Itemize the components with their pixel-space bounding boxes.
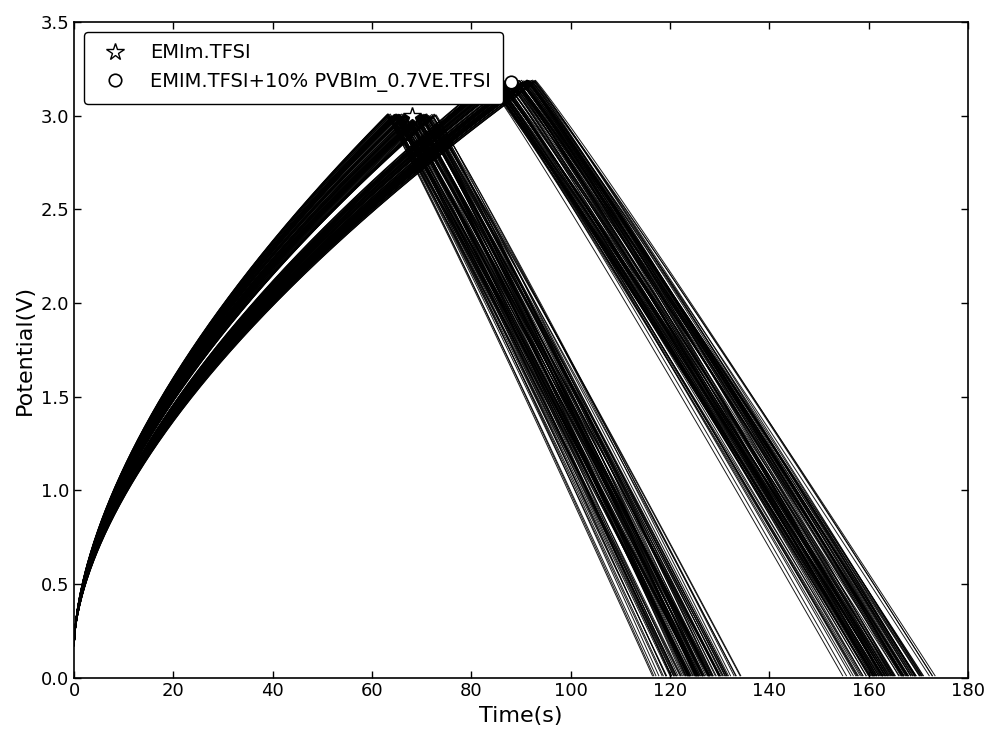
Legend: EMIm.TFSI, EMIM.TFSI+10% PVBIm_0.7VE.TFSI: EMIm.TFSI, EMIM.TFSI+10% PVBIm_0.7VE.TFS… [84, 32, 503, 104]
Y-axis label: Potential(V): Potential(V) [15, 285, 35, 415]
X-axis label: Time(s): Time(s) [479, 706, 563, 726]
